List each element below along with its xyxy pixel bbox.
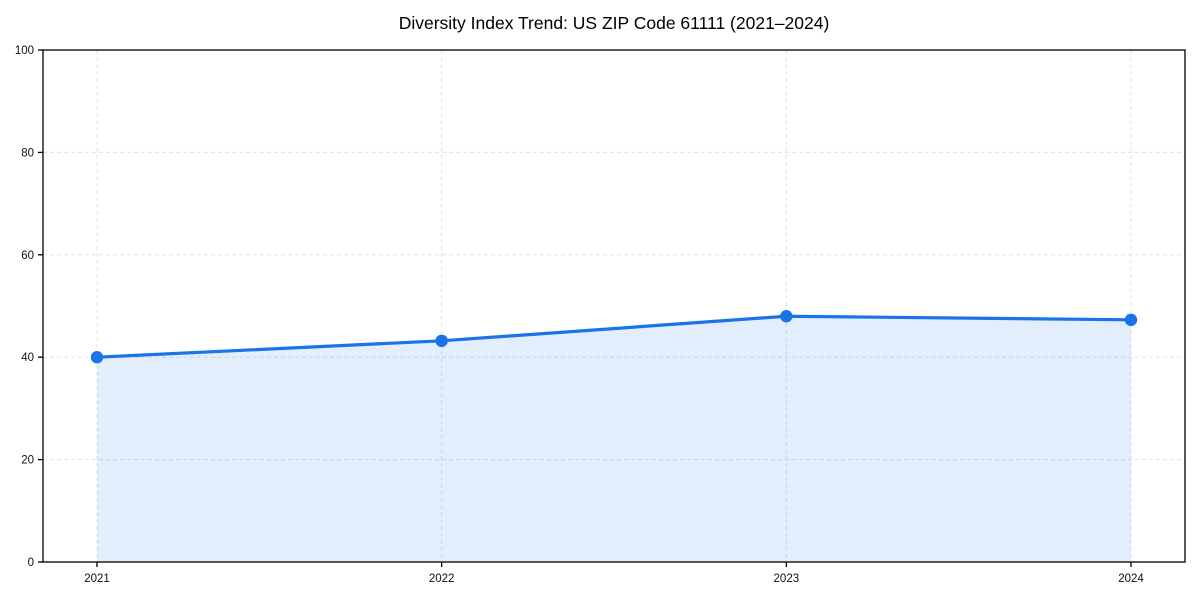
area-fill: [97, 316, 1131, 562]
y-tick-label: 80: [21, 147, 34, 159]
x-tick-label: 2024: [1118, 573, 1144, 585]
data-point-2022: [435, 334, 448, 348]
chart-title: Diversity Index Trend: US ZIP Code 61111…: [398, 13, 830, 33]
x-tick-label: 2021: [84, 573, 110, 585]
x-tick-label: 2023: [774, 573, 800, 585]
data-point-2021: [90, 351, 104, 364]
y-tick-label: 40: [21, 352, 34, 364]
y-tick-label: 60: [21, 250, 34, 262]
y-tick-label: 20: [21, 455, 34, 467]
y-tick-label: 100: [15, 45, 34, 57]
trend-line: [95, 314, 1133, 359]
y-tick-label: 0: [28, 557, 34, 569]
data-point-2023: [780, 310, 793, 323]
data-point-2024: [1124, 313, 1138, 327]
plot-border: [42, 49, 1186, 563]
x-tick-label: 2022: [429, 573, 455, 585]
